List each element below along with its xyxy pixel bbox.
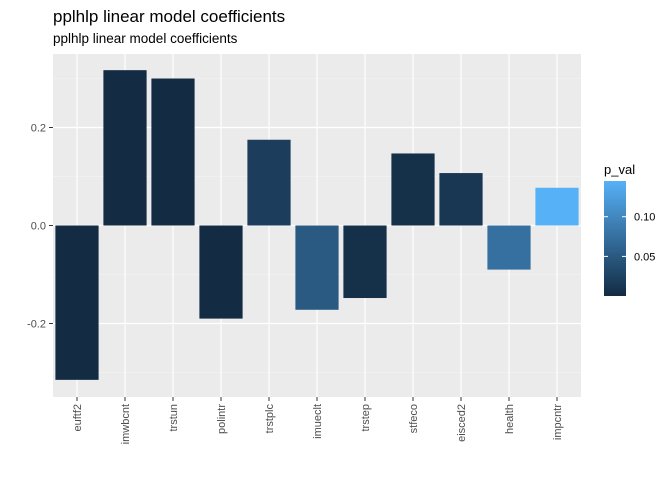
bar-imueclt xyxy=(295,225,339,310)
x-tick-label: polintr xyxy=(216,404,228,434)
x-tick-label: imueclt xyxy=(312,404,324,439)
bar-trstplc xyxy=(247,139,291,226)
x-tick-label: eisced2 xyxy=(456,404,468,442)
x-tick-label: trstep xyxy=(360,404,372,432)
x-axis: euftf2 imwbcnt trstun polintr trstplc imueclt… xyxy=(72,397,564,444)
legend-tick-label: 0.10 xyxy=(634,212,655,224)
legend-ticks: 0.05 0.10 xyxy=(604,212,655,263)
legend-tick-label: 0.05 xyxy=(634,251,655,263)
x-tick-label: euftf2 xyxy=(72,404,84,432)
y-tick-label: 0.0 xyxy=(31,221,46,233)
x-tick-label: impcntr xyxy=(552,404,564,440)
bars xyxy=(55,70,579,380)
bar-euftf2 xyxy=(55,225,99,380)
legend-title: p_val xyxy=(604,162,635,177)
x-tick-label: trstplc xyxy=(264,404,276,434)
y-tick-label: 0.2 xyxy=(31,123,46,135)
x-tick-label: stfeco xyxy=(408,404,420,433)
legend-colorbar xyxy=(604,181,626,296)
x-tick-label: imwbcnt xyxy=(120,404,132,444)
bar-trstun xyxy=(151,78,195,226)
chart-subtitle: pplhlp linear model coefficients xyxy=(53,31,238,46)
chart-title: pplhlp linear model coefficients xyxy=(53,7,286,26)
legend: p_val 0.05 0.10 xyxy=(604,162,655,296)
bar-imwbcnt xyxy=(103,70,147,226)
y-axis: -0.2 0.0 0.2 xyxy=(27,123,53,331)
bar-trstep xyxy=(343,225,387,299)
x-tick-label: trstun xyxy=(168,404,180,432)
bar-polintr xyxy=(199,225,243,319)
y-tick-label: -0.2 xyxy=(27,319,46,331)
bar-stfeco xyxy=(391,153,435,226)
x-tick-label: health xyxy=(504,404,516,434)
bar-impcntr xyxy=(535,187,579,226)
bar-health xyxy=(487,225,531,270)
bar-eisced2 xyxy=(439,173,483,226)
